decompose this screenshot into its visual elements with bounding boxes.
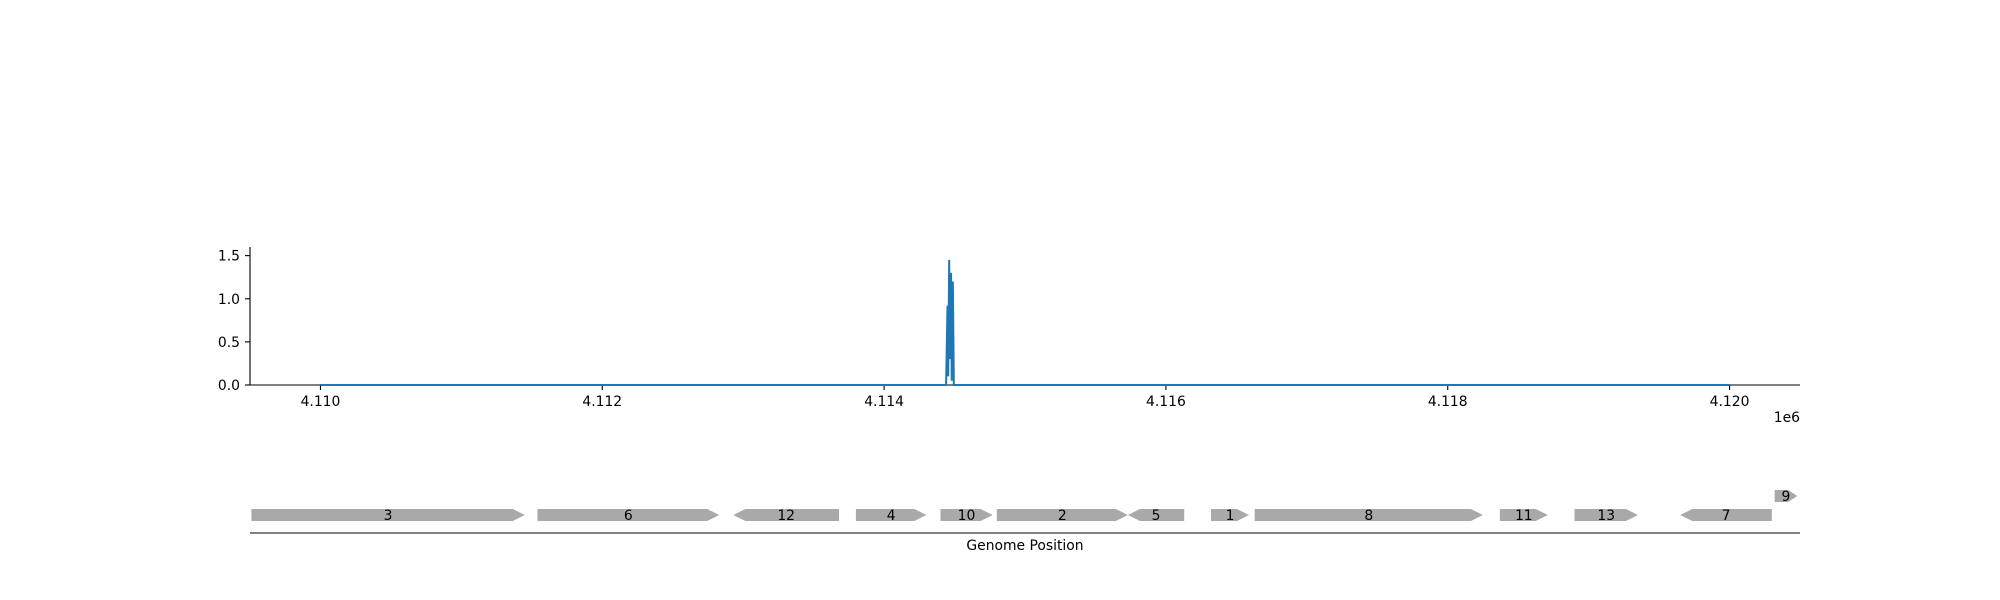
- x-tick-label: 4.118: [1428, 394, 1468, 410]
- gene-feature: 7: [1680, 508, 1772, 524]
- gene-arrow: [1254, 509, 1483, 521]
- gene-arrow: [1774, 490, 1798, 502]
- gene-arrow: [1211, 509, 1250, 521]
- x-offset-label: 1e6: [1774, 410, 1800, 426]
- gene-feature: 3: [251, 508, 525, 524]
- gene-arrow: [996, 509, 1128, 521]
- y-tick-label: 0.5: [218, 335, 240, 351]
- gene-label: 5: [1152, 508, 1161, 524]
- x-tick-label: 4.112: [582, 394, 622, 410]
- x-tick-label: 4.116: [1146, 394, 1186, 410]
- x-tick-label: 4.110: [301, 394, 341, 410]
- gene-feature: 1: [1211, 508, 1250, 524]
- gene-feature: 6: [537, 508, 720, 524]
- gene-arrow: [1127, 509, 1185, 521]
- gene-feature: 12: [733, 508, 839, 524]
- gene-arrow: [1574, 509, 1638, 521]
- gene-feature: 8: [1254, 508, 1483, 524]
- signal-line: [320, 259, 1730, 386]
- gene-label: 10: [958, 508, 976, 524]
- y-tick-label: 1.0: [218, 292, 240, 308]
- gene-label: 12: [777, 508, 795, 524]
- y-tick-label: 0.0: [218, 378, 240, 394]
- gene-label: 7: [1722, 508, 1731, 524]
- y-tick-label: 1.5: [218, 249, 240, 265]
- gene-feature: 9: [1774, 489, 1798, 505]
- gene-label: 9: [1781, 489, 1790, 505]
- signal-axes: 4.110 4.112 4.114 4.116 4.118 4.120 0.0 0.5 1.0…: [218, 247, 1800, 426]
- gene-arrow: [537, 509, 720, 521]
- gene-arrow: [733, 509, 839, 521]
- y-ticks: 0.0 0.5 1.0 1.5: [218, 249, 250, 394]
- gene-label: 13: [1597, 508, 1615, 524]
- gene-label: 4: [887, 508, 896, 524]
- gene-label: 8: [1364, 508, 1373, 524]
- gene-label: 3: [384, 508, 393, 524]
- gene-feature: 10: [940, 508, 993, 524]
- gene-track: 3 6 12 4 10 2 5 1 8 11 13 7 9 Genome Position: [250, 489, 1800, 554]
- gene-track-xlabel: Genome Position: [966, 538, 1083, 554]
- gene-label: 2: [1058, 508, 1067, 524]
- gene-arrow: [855, 509, 927, 521]
- genes: 3 6 12 4 10 2 5 1 8 11 13 7 9: [251, 489, 1798, 524]
- gene-feature: 13: [1574, 508, 1638, 524]
- gene-arrow: [1680, 509, 1772, 521]
- gene-arrow: [251, 509, 525, 521]
- gene-feature: 5: [1127, 508, 1185, 524]
- gene-label: 1: [1226, 508, 1235, 524]
- x-tick-label: 4.120: [1710, 394, 1750, 410]
- x-tick-label: 4.114: [864, 394, 904, 410]
- gene-feature: 4: [855, 508, 927, 524]
- gene-arrow: [1499, 509, 1548, 521]
- gene-feature: 2: [996, 508, 1128, 524]
- x-ticks: 4.110 4.112 4.114 4.116 4.118 4.120: [301, 385, 1750, 410]
- signal-series: [320, 259, 1730, 386]
- gene-label: 11: [1515, 508, 1533, 524]
- gene-feature: 11: [1499, 508, 1548, 524]
- gene-arrow: [940, 509, 993, 521]
- gene-label: 6: [624, 508, 633, 524]
